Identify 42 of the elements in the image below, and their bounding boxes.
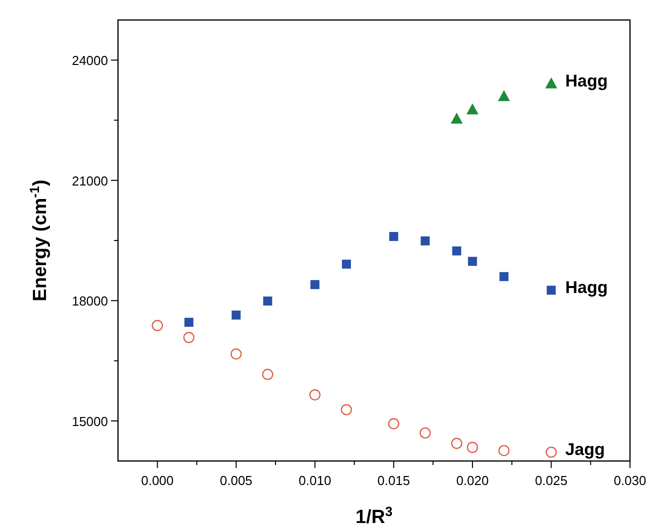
point (342, 260, 351, 269)
point (389, 232, 398, 241)
y-tick-label: 15000 (72, 414, 108, 429)
y-tick-label: 24000 (72, 53, 108, 68)
point (466, 442, 478, 453)
point (152, 320, 163, 332)
point (452, 246, 462, 256)
point (230, 348, 242, 360)
series-label: Hagg (565, 71, 608, 90)
y-tick-label: 18000 (72, 294, 108, 309)
x-tick-label: 0.030 (614, 473, 646, 488)
series-label: Jagg (565, 440, 605, 460)
point (309, 389, 321, 400)
point (388, 418, 400, 430)
point (498, 90, 510, 102)
point (420, 427, 431, 439)
x-tick-label: 0.005 (220, 473, 252, 488)
point (466, 103, 478, 114)
x-tick-label: 0.010 (298, 473, 332, 488)
point (183, 332, 194, 344)
point (545, 77, 558, 88)
point (468, 256, 477, 266)
series-label: Hagg (565, 278, 608, 298)
point (310, 280, 320, 290)
x-tick-label: 0.000 (141, 473, 174, 488)
point (451, 438, 462, 449)
point (184, 318, 194, 327)
point (263, 296, 272, 306)
point (546, 446, 557, 458)
x-tick-label: 0.025 (534, 473, 568, 488)
x-axis-title: 1/R$^{3}$ (356, 504, 392, 528)
point (232, 310, 241, 320)
point (450, 112, 463, 124)
x-tick-label: 0.015 (377, 473, 410, 488)
x-tick-label: 0.020 (456, 473, 489, 488)
y-tick-label: 21000 (72, 173, 108, 188)
point (420, 236, 430, 246)
point (262, 368, 274, 380)
point (546, 286, 556, 295)
point (498, 444, 510, 456)
point (340, 404, 352, 416)
point (499, 272, 508, 282)
